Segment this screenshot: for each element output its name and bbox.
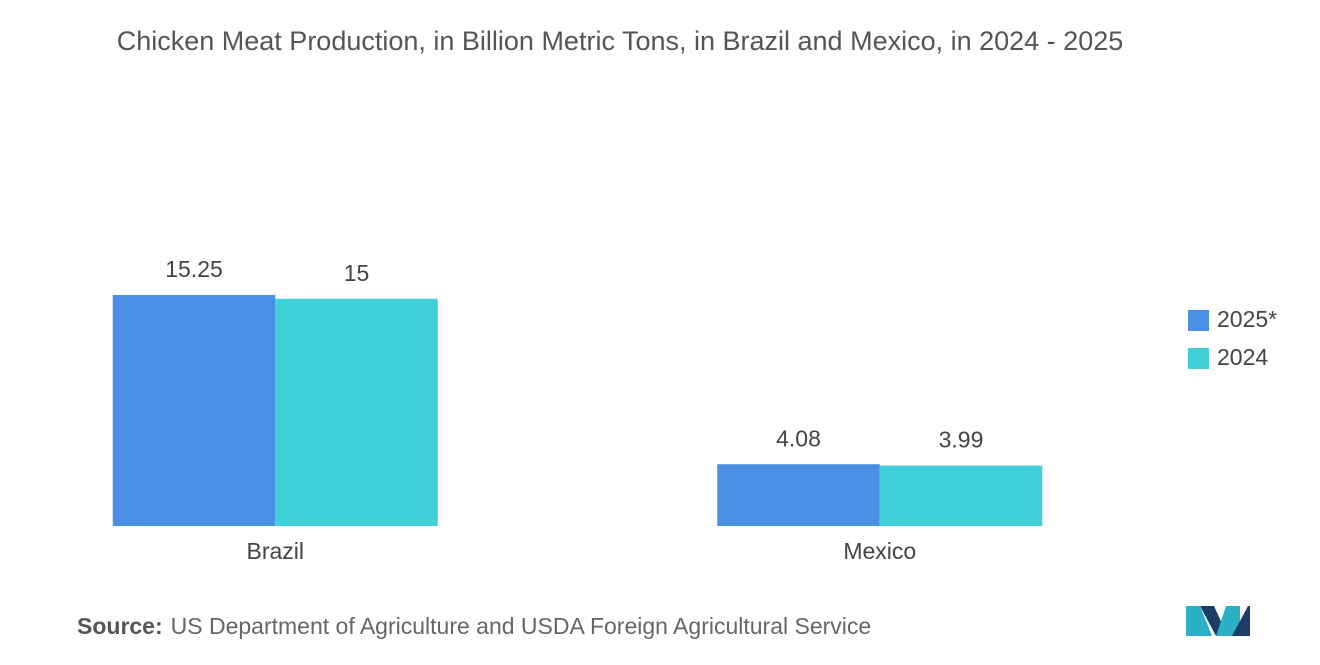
source-text: US Department of Agriculture and USDA Fo… — [170, 613, 872, 639]
legend-label: 2025* — [1217, 306, 1277, 332]
bar — [112, 295, 276, 526]
source: Source: US Department of Agriculture and … — [77, 613, 871, 640]
bar — [275, 298, 438, 526]
value-label: 4.08 — [776, 425, 821, 451]
value-label: 15.25 — [165, 256, 223, 282]
bar — [879, 465, 1043, 526]
logo — [1186, 606, 1250, 636]
x-tick-label: Mexico — [843, 538, 916, 564]
value-label: 3.99 — [939, 427, 984, 453]
legend-swatch — [1188, 310, 1209, 331]
bar — [717, 464, 880, 526]
chart-title: Chicken Meat Production, in Billion Metr… — [116, 26, 1124, 56]
legend-swatch — [1188, 348, 1209, 369]
x-tick-label: Brazil — [246, 538, 304, 564]
value-label: 15 — [344, 260, 370, 286]
source-label: Source: — [77, 613, 163, 639]
legend-label: 2024 — [1217, 344, 1268, 370]
